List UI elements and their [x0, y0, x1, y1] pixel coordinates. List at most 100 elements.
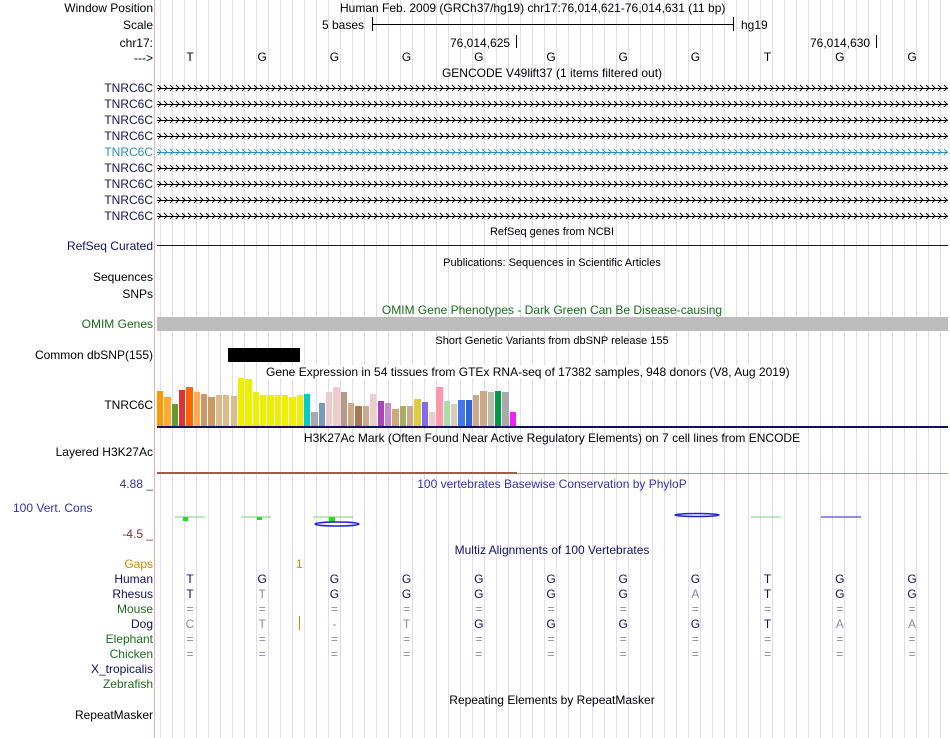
dbsnp-label[interactable]: Common dbSNP(155) [34, 348, 153, 362]
repeatmasker-label[interactable]: RepeatMasker [74, 708, 153, 722]
gtex-tissue-bar[interactable] [362, 406, 370, 426]
gtex-tissue-bar[interactable] [193, 392, 201, 426]
gencode-gene-model[interactable] [157, 116, 948, 125]
gencode-gene-label[interactable]: TNRC6C [104, 161, 153, 175]
gtex-tissue-bar[interactable] [377, 401, 384, 426]
omim-gene-block[interactable] [157, 317, 948, 331]
gtex-tissue-bar[interactable] [465, 400, 473, 426]
refseq-gene-line[interactable] [157, 245, 948, 246]
dbsnp-variant[interactable] [228, 348, 300, 362]
gtex-label[interactable]: TNRC6C [104, 398, 153, 412]
gencode-gene-model[interactable] [157, 196, 948, 205]
gencode-gene-model[interactable] [157, 212, 948, 221]
multiz-track-title[interactable]: Multiz Alignments of 100 Vertebrates [454, 543, 650, 557]
dbsnp-track-title[interactable]: Short Genetic Variants from dbSNP releas… [435, 335, 669, 347]
gtex-tissue-bar[interactable] [259, 395, 267, 426]
gtex-tissue-bar[interactable] [179, 390, 186, 426]
gtex-tissue-bar[interactable] [480, 391, 487, 426]
refseq-track-title[interactable]: RefSeq genes from NCBI [489, 226, 615, 238]
gtex-tissue-bar[interactable] [384, 403, 392, 426]
gencode-track-title[interactable]: GENCODE V49lift37 (1 items filtered out) [441, 66, 663, 80]
gtex-tissue-bar[interactable] [421, 402, 428, 426]
gtex-tissue-bar[interactable] [215, 395, 223, 426]
gtex-tissue-bar[interactable] [348, 403, 355, 426]
multiz-species-label[interactable]: Mouse [116, 602, 153, 616]
gtex-tissue-bar[interactable] [311, 412, 318, 426]
gtex-tissue-bar[interactable] [326, 392, 333, 426]
h3k27ac-track-title[interactable]: H3K27Ac Mark (Often Found Near Active Re… [303, 431, 801, 445]
h3k27ac-label[interactable]: Layered H3K27Ac [55, 445, 153, 459]
gtex-tissue-bar[interactable] [304, 394, 311, 426]
gtex-tissue-bar[interactable] [296, 395, 303, 426]
omim-track-title[interactable]: OMIM Gene Phenotypes - Dark Green Can Be… [381, 303, 723, 317]
gencode-gene-label[interactable]: TNRC6C [104, 193, 153, 207]
publications-track-title[interactable]: Publications: Sequences in Scientific Ar… [443, 257, 661, 269]
gtex-tissue-bar[interactable] [495, 391, 502, 426]
gtex-tissue-bar[interactable] [281, 395, 289, 426]
gtex-tissue-bar[interactable] [208, 397, 215, 426]
gtex-chart[interactable] [157, 364, 948, 426]
gtex-tissue-bar[interactable] [487, 392, 495, 426]
gtex-tissue-bar[interactable] [274, 395, 281, 426]
gencode-gene-label[interactable]: TNRC6C [104, 129, 153, 143]
gencode-gene-label[interactable]: TNRC6C [104, 145, 153, 159]
gtex-tissue-bar[interactable] [502, 392, 509, 426]
gtex-tissue-bar[interactable] [414, 399, 421, 426]
gtex-tissue-bar[interactable] [157, 391, 164, 426]
sequences-label[interactable]: Sequences [92, 270, 153, 284]
gtex-tissue-bar[interactable] [164, 397, 171, 426]
gencode-gene-label[interactable]: TNRC6C [104, 177, 153, 191]
gencode-gene-label[interactable]: TNRC6C [104, 113, 153, 127]
gtex-tissue-bar[interactable] [443, 401, 450, 426]
window-position-value[interactable]: Human Feb. 2009 (GRCh37/hg19) chr17:76,0… [340, 1, 726, 15]
gtex-tissue-bar[interactable] [392, 409, 399, 426]
gtex-tissue-bar[interactable] [289, 397, 296, 426]
multiz-species-label[interactable]: Zebrafish [102, 677, 153, 691]
multiz-species-label[interactable]: Rhesus [112, 587, 153, 601]
omim-label[interactable]: OMIM Genes [81, 317, 153, 331]
multiz-species-label[interactable]: Dog [130, 617, 153, 631]
repeatmasker-track-title[interactable]: Repeating Elements by RepeatMasker [449, 693, 655, 707]
snps-label[interactable]: SNPs [122, 287, 153, 301]
refseq-label[interactable]: RefSeq Curated [66, 239, 153, 253]
multiz-species-label[interactable]: X_tropicalis [90, 662, 153, 676]
gencode-gene-model[interactable] [157, 164, 948, 173]
gtex-tissue-bar[interactable] [237, 378, 245, 426]
gtex-tissue-bar[interactable] [245, 379, 252, 426]
gtex-tissue-bar[interactable] [333, 387, 340, 426]
gencode-gene-model[interactable] [157, 84, 948, 93]
gtex-tissue-bar[interactable] [399, 406, 406, 426]
phylop-graph[interactable] [155, 505, 950, 530]
gtex-tissue-bar[interactable] [509, 412, 517, 426]
phylop-label[interactable]: 100 Vert. Cons [13, 501, 93, 515]
gtex-tissue-bar[interactable] [318, 403, 326, 426]
gtex-tissue-bar[interactable] [230, 396, 237, 426]
gencode-gene-label[interactable]: TNRC6C [104, 81, 153, 95]
gencode-gene-model[interactable] [157, 180, 948, 189]
gtex-tissue-bar[interactable] [458, 400, 465, 426]
gtex-tissue-bar[interactable] [340, 392, 348, 426]
gtex-tissue-bar[interactable] [201, 394, 208, 426]
gencode-gene-label[interactable]: TNRC6C [104, 209, 153, 223]
gtex-tissue-bar[interactable] [451, 404, 458, 426]
multiz-species-label[interactable]: Elephant [105, 632, 153, 646]
gtex-tissue-bar[interactable] [473, 395, 480, 426]
gtex-tissue-bar[interactable] [428, 412, 436, 426]
gencode-gene-model[interactable] [157, 100, 948, 109]
gencode-gene-model[interactable] [157, 132, 948, 141]
gtex-track-title[interactable]: Gene Expression in 54 tissues from GTEx … [263, 365, 793, 379]
gtex-tissue-bar[interactable] [436, 387, 443, 426]
gtex-tissue-bar[interactable] [370, 394, 377, 426]
gtex-tissue-bar[interactable] [267, 395, 274, 426]
phylop-track-title[interactable]: 100 vertebrates Basewise Conservation by… [417, 477, 687, 491]
gtex-tissue-bar[interactable] [171, 404, 179, 426]
gtex-tissue-bar[interactable] [252, 392, 259, 426]
gtex-tissue-bar[interactable] [186, 387, 193, 426]
gtex-tissue-bar[interactable] [355, 406, 362, 426]
gtex-tissue-bar[interactable] [406, 406, 414, 426]
gencode-gene-model[interactable] [157, 148, 948, 157]
multiz-species-label[interactable]: Chicken [109, 647, 153, 661]
gtex-tissue-bar[interactable] [223, 395, 230, 426]
gencode-gene-label[interactable]: TNRC6C [104, 97, 153, 111]
multiz-species-label[interactable]: Human [114, 572, 153, 586]
